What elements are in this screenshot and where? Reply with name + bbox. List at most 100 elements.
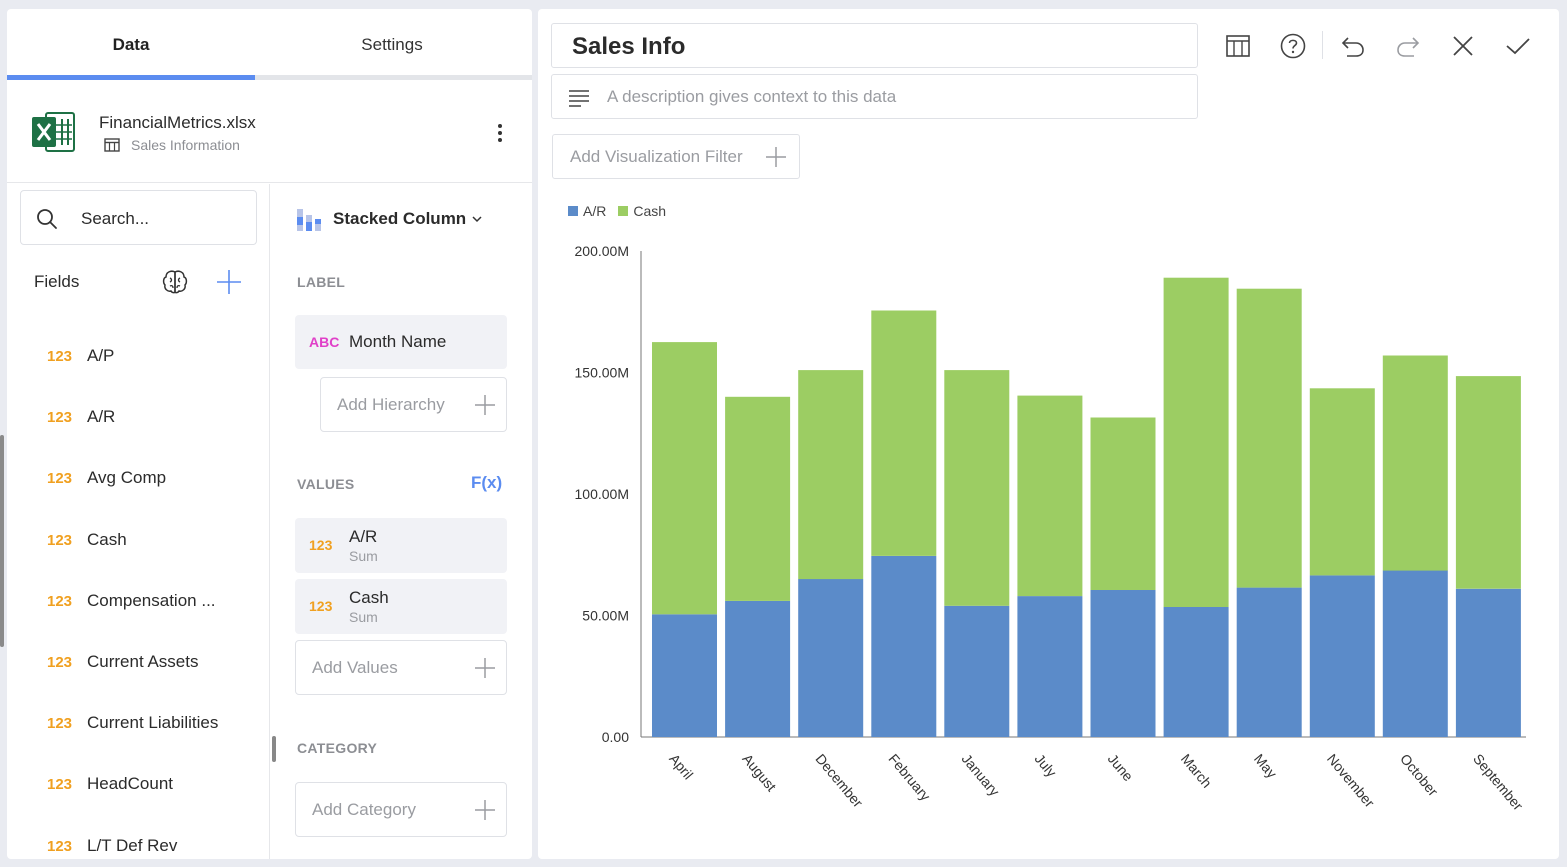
add-field-icon[interactable] <box>216 269 242 295</box>
field-item[interactable]: 123 L/T Def Rev <box>47 831 262 859</box>
field-item[interactable]: 123 Current Liabilities <box>47 708 262 738</box>
stacked-column-chart: 0.00 50.00M 100.00M 150.00M 200.00M April Augu… <box>575 243 1527 814</box>
bar-segment-ar[interactable] <box>1236 587 1302 737</box>
x-tick-label: May <box>1251 751 1280 782</box>
bar-segment-cash[interactable] <box>1236 288 1302 588</box>
search-icon <box>37 209 57 229</box>
legend-item-cash[interactable]: Cash <box>618 203 666 219</box>
bar-segment-cash[interactable] <box>798 370 864 580</box>
number-type-tag: 123 <box>47 775 73 793</box>
add-category-button[interactable]: Add Category <box>295 782 507 837</box>
bar-segment-ar[interactable] <box>871 556 937 737</box>
search-input[interactable]: Search... <box>20 190 257 245</box>
brain-icon[interactable] <box>161 268 189 296</box>
label-section-title: LABEL <box>297 274 346 290</box>
bar-segment-ar[interactable] <box>652 614 717 737</box>
visualization-type-label: Stacked Column <box>333 209 467 228</box>
bar-segment-ar[interactable] <box>1309 575 1375 737</box>
y-tick-label: 150.00M <box>575 365 629 381</box>
column-resize-handle[interactable] <box>272 736 276 762</box>
data-editor-panel: Data Settings FinancialMetrics.xlsx Sale… <box>7 9 532 859</box>
field-item[interactable]: 123 Current Assets <box>47 647 262 677</box>
widget-title-input[interactable]: Sales Info <box>551 23 1198 68</box>
field-item[interactable]: 123 Avg Comp <box>47 463 262 493</box>
bar-segment-ar[interactable] <box>1455 588 1521 737</box>
bar-segment-ar[interactable] <box>725 600 791 737</box>
more-options-icon[interactable] <box>491 121 509 145</box>
bar-segment-cash[interactable] <box>1382 355 1448 571</box>
field-item[interactable]: 123 Compensation ... <box>47 586 262 616</box>
y-tick-label: 200.00M <box>575 243 629 259</box>
add-filter-label: Add Visualization Filter <box>570 147 743 166</box>
plus-icon <box>475 658 495 678</box>
value-field-name: A/R <box>349 527 378 546</box>
bar-segment-cash[interactable] <box>652 342 717 615</box>
bar-segment-ar[interactable] <box>798 579 864 737</box>
widget-description-input[interactable]: A description gives context to this data <box>551 74 1198 119</box>
field-name: Avg Comp <box>87 468 167 487</box>
bar-segment-cash[interactable] <box>1309 388 1375 576</box>
redo-icon[interactable] <box>1394 32 1422 60</box>
value-field-aggregation: Sum <box>349 609 378 625</box>
description-icon <box>569 90 589 107</box>
plus-icon <box>766 147 786 167</box>
values-section-title: VALUES <box>297 476 355 492</box>
add-values-button[interactable]: Add Values <box>295 640 507 695</box>
stacked-column-icon <box>297 209 321 231</box>
grid-view-icon[interactable] <box>1224 32 1252 60</box>
add-hierarchy-button[interactable]: Add Hierarchy <box>320 377 507 432</box>
bar-segment-cash[interactable] <box>944 370 1010 606</box>
tab-settings[interactable]: Settings <box>361 35 423 54</box>
toolbar-separator <box>1322 31 1323 59</box>
fields-column: Search... Fields 123 A/P 123 A/R 123 Avg Comp… <box>7 184 276 859</box>
bar-segment-ar[interactable] <box>944 605 1010 737</box>
bar-segment-ar[interactable] <box>1090 590 1156 737</box>
help-icon[interactable] <box>1279 32 1307 60</box>
x-tick-label: March <box>1178 751 1215 791</box>
file-name: FinancialMetrics.xlsx <box>99 113 256 132</box>
bar-segment-cash[interactable] <box>1455 376 1521 589</box>
undo-icon[interactable] <box>1339 32 1367 60</box>
confirm-check-icon[interactable] <box>1504 32 1532 60</box>
chevron-down-icon <box>472 216 482 223</box>
number-type-tag: 123 <box>309 598 333 614</box>
number-type-tag: 123 <box>47 837 73 855</box>
close-icon[interactable] <box>1449 32 1477 60</box>
field-item[interactable]: 123 A/P <box>47 341 262 371</box>
bar-segment-cash[interactable] <box>1017 395 1083 597</box>
bar-segment-cash[interactable] <box>871 310 937 556</box>
formula-button[interactable]: F(x) <box>471 473 503 492</box>
field-name: A/P <box>87 346 115 365</box>
search-placeholder: Search... <box>81 209 150 228</box>
category-section-title: CATEGORY <box>297 740 378 756</box>
legend-label-ar: A/R <box>583 203 607 219</box>
field-item[interactable]: 123 HeadCount <box>47 769 262 799</box>
add-visualization-filter-button[interactable]: Add Visualization Filter <box>552 134 800 179</box>
description-placeholder: A description gives context to this data <box>607 87 897 106</box>
sheet-name: Sales Information <box>131 137 240 153</box>
page-scrollbar[interactable] <box>0 435 4 647</box>
legend-item-ar[interactable]: A/R <box>568 203 606 219</box>
field-item[interactable]: 123 A/R <box>47 402 262 432</box>
x-tick-label: December <box>812 751 866 811</box>
tab-data[interactable]: Data <box>112 35 150 54</box>
widget-title: Sales Info <box>572 33 686 60</box>
bar-segment-ar[interactable] <box>1017 596 1083 737</box>
bar-segment-ar[interactable] <box>1382 570 1448 738</box>
visualization-type-selector[interactable]: Stacked Column <box>295 204 484 234</box>
table-icon <box>104 138 120 152</box>
excel-file-icon <box>32 112 75 152</box>
field-name: L/T Def Rev <box>87 836 178 855</box>
field-item[interactable]: 123 Cash <box>47 525 262 555</box>
bar-segment-ar[interactable] <box>1163 607 1229 737</box>
number-type-tag: 123 <box>47 347 73 365</box>
bar-segment-cash[interactable] <box>1090 417 1156 591</box>
bar-segment-cash[interactable] <box>725 396 791 601</box>
value-field-ar[interactable]: 123 A/R Sum <box>295 518 507 573</box>
label-field-month-name[interactable]: ABC Month Name <box>295 315 507 369</box>
legend-swatch-cash <box>618 206 629 216</box>
bar-segment-cash[interactable] <box>1163 277 1229 607</box>
field-name: HeadCount <box>87 774 174 793</box>
value-field-cash[interactable]: 123 Cash Sum <box>295 579 507 634</box>
x-tick-label: July <box>1032 751 1060 780</box>
